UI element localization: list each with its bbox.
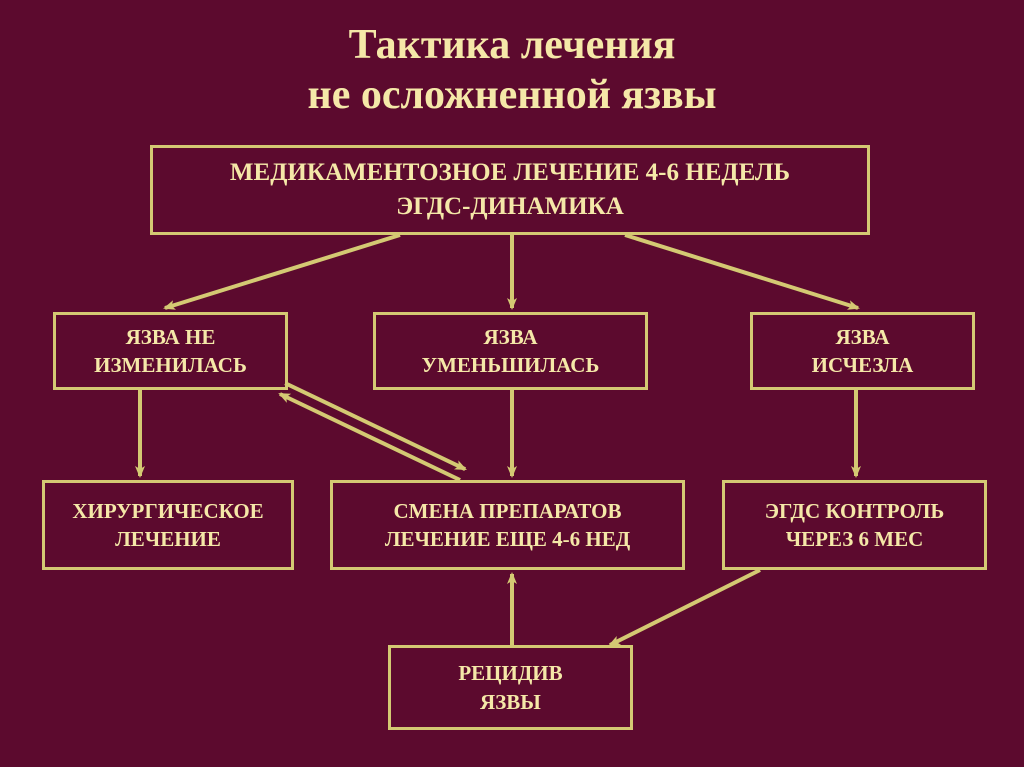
- node-gone: ЯЗВАИСЧЕЗЛА: [750, 312, 975, 390]
- edge-7: [610, 570, 760, 645]
- node-relapse: РЕЦИДИВЯЗВЫ: [388, 645, 633, 730]
- node-reduced-line1: ЯЗВА: [483, 323, 537, 351]
- node-change_meds-line2: ЛЕЧЕНИЕ ЕЩЕ 4-6 НЕД: [385, 525, 630, 553]
- node-surgery-line2: ЛЕЧЕНИЕ: [115, 525, 221, 553]
- node-change_meds-line1: СМЕНА ПРЕПАРАТОВ: [394, 497, 622, 525]
- edge-2: [625, 235, 858, 308]
- node-root-line1: МЕДИКАМЕНТОЗНОЕ ЛЕЧЕНИЕ 4-6 НЕДЕЛЬ: [230, 156, 790, 190]
- node-unchanged-line2: ИЗМЕНИЛАСЬ: [94, 351, 247, 379]
- node-change_meds: СМЕНА ПРЕПАРАТОВЛЕЧЕНИЕ ЕЩЕ 4-6 НЕД: [330, 480, 685, 570]
- edge-6-rev: [285, 383, 465, 469]
- node-unchanged: ЯЗВА НЕИЗМЕНИЛАСЬ: [53, 312, 288, 390]
- node-surgery-line1: ХИРУРГИЧЕСКОЕ: [72, 497, 263, 525]
- node-surgery: ХИРУРГИЧЕСКОЕЛЕЧЕНИЕ: [42, 480, 294, 570]
- node-reduced-line2: УМЕНЬШИЛАСЬ: [422, 351, 600, 379]
- title-line1: Тактика лечения: [0, 20, 1024, 70]
- node-gone-line2: ИСЧЕЗЛА: [812, 351, 914, 379]
- edge-0: [165, 235, 400, 308]
- node-control-line1: ЭГДС КОНТРОЛЬ: [765, 497, 945, 525]
- node-control-line2: ЧЕРЕЗ 6 МЕС: [786, 525, 924, 553]
- node-relapse-line1: РЕЦИДИВ: [458, 659, 562, 687]
- node-root-line2: ЭГДС-ДИНАМИКА: [396, 190, 624, 224]
- node-control: ЭГДС КОНТРОЛЬЧЕРЕЗ 6 МЕС: [722, 480, 987, 570]
- node-gone-line1: ЯЗВА: [835, 323, 889, 351]
- edge-6: [280, 394, 460, 480]
- slide-title: Тактика лечения не осложненной язвы: [0, 0, 1024, 121]
- node-reduced: ЯЗВАУМЕНЬШИЛАСЬ: [373, 312, 648, 390]
- title-line2: не осложненной язвы: [0, 70, 1024, 120]
- node-relapse-line2: ЯЗВЫ: [480, 688, 541, 716]
- node-unchanged-line1: ЯЗВА НЕ: [126, 323, 216, 351]
- node-root: МЕДИКАМЕНТОЗНОЕ ЛЕЧЕНИЕ 4-6 НЕДЕЛЬЭГДС-Д…: [150, 145, 870, 235]
